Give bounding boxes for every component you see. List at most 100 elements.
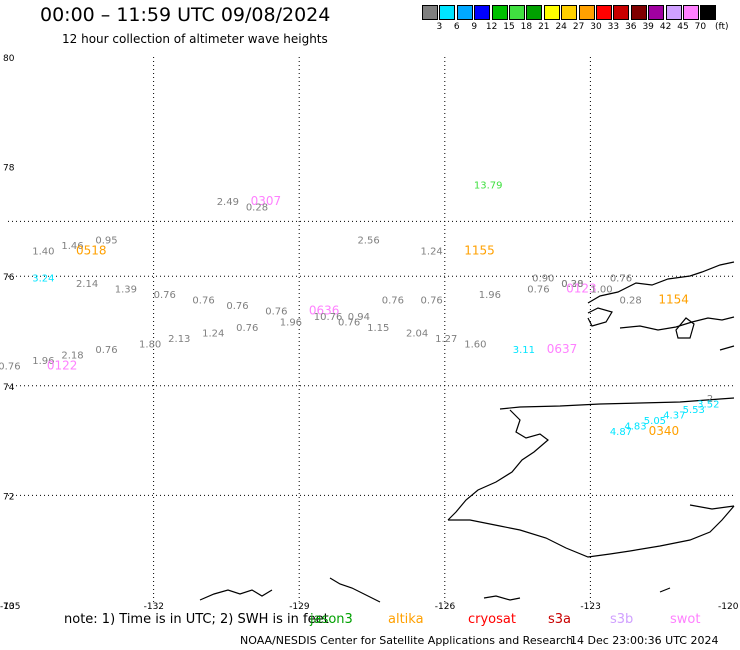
- satellite-cryosat: cryosat: [468, 612, 516, 627]
- colorbar-swatch: [578, 5, 595, 20]
- wave-height-label: 4.83: [624, 422, 646, 433]
- lon-tick-label: -132: [144, 602, 164, 612]
- wave-height-label: 0.28: [620, 296, 642, 307]
- wave-height-label: 0.28: [561, 279, 583, 290]
- colorbar-label: 12: [485, 22, 498, 32]
- colorbar-swatch: [700, 5, 717, 20]
- wave-height-label: 0.95: [95, 235, 117, 246]
- wave-height-label: 1.96: [280, 318, 302, 329]
- coastline-segment: [689, 504, 735, 510]
- wave-height-label: 0.76: [338, 318, 360, 329]
- wave-height-label: 0.76: [0, 361, 21, 372]
- wave-height-label: 0122: [47, 358, 78, 372]
- lat-tick-label: 78: [3, 164, 15, 174]
- colorbar-swatch: [613, 5, 630, 20]
- wave-height-label: 0.76: [265, 307, 287, 318]
- colorbar-swatch: [561, 5, 578, 20]
- credit-line: NOAA/NESDIS Center for Satellite Applica…: [240, 634, 574, 647]
- coastline-segment: [587, 261, 735, 304]
- wave-height-label: 1.24: [202, 328, 224, 339]
- satellite-altika: altika: [388, 612, 424, 627]
- wave-height-label: 1155: [464, 243, 495, 257]
- colorbar-swatch: [491, 5, 508, 20]
- coastline-segment: [199, 589, 273, 601]
- wave-height-label: 3.24: [32, 274, 54, 285]
- wave-height-label: 0.30: [561, 279, 583, 290]
- wave-height-label: 1.24: [421, 246, 443, 257]
- lat-tick-label: 72: [3, 492, 14, 502]
- lon-tick-label: -120: [718, 602, 739, 612]
- wave-height-label: 0.76: [610, 274, 632, 285]
- colorbar-swatch: [630, 5, 647, 20]
- lon-tick-label: -135: [0, 602, 20, 612]
- wave-height-label: 0.76: [236, 323, 258, 334]
- lat-tick-label: 80: [3, 54, 15, 64]
- colorbar-label: 42: [659, 22, 672, 32]
- generation-timestamp: 14 Dec 23:00:36 UTC 2024: [570, 634, 719, 647]
- wave-height-label: 5.53: [683, 405, 705, 416]
- colorbar-label: 39: [642, 22, 654, 32]
- wave-height-label: 1.96: [479, 290, 501, 301]
- wave-height-label: 1.39: [115, 285, 137, 296]
- wave-height-label: 0.90: [532, 274, 554, 285]
- colorbar-label: 21: [538, 22, 550, 32]
- colorbar-unit: (ft): [715, 22, 729, 32]
- wave-height-label: 3.52: [697, 400, 719, 411]
- colorbar-swatch: [648, 5, 665, 20]
- wave-height-label: 2.14: [76, 279, 98, 290]
- lon-tick-label: -126: [435, 602, 456, 612]
- colorbar-swatch: [596, 5, 612, 20]
- coastline-segment: [659, 587, 671, 593]
- wave-height-label: 13.79: [474, 181, 503, 192]
- wave-height-label: 0.94: [348, 312, 370, 323]
- lon-tick-label: -123: [580, 602, 600, 612]
- colorbar-swatch: [456, 5, 473, 20]
- coastline-segment: [483, 595, 521, 601]
- wave-height-label: 0307: [251, 194, 282, 208]
- colorbar-label: 9: [471, 22, 478, 32]
- wave-height-label: 0518: [76, 243, 107, 257]
- wave-height-label: 0.76: [154, 290, 176, 301]
- wave-height-label: 0636: [309, 304, 340, 318]
- coastline-segment: [448, 505, 735, 558]
- satellite-s3b: s3b: [610, 612, 634, 627]
- lat-lon-grid: [8, 57, 736, 605]
- colorbar-label: 45: [677, 22, 689, 32]
- wave-height-label: 2.18: [61, 350, 83, 361]
- colorbar-label: 30: [590, 22, 602, 32]
- wave-height-label: 1.46: [61, 241, 83, 252]
- coastline-segment: [719, 345, 735, 351]
- colorbar-swatch: [509, 5, 525, 20]
- wave-height-label: 2.56: [357, 235, 379, 246]
- wave-height-label: 1.15: [367, 323, 389, 334]
- satellite-swot: swot: [670, 612, 701, 627]
- axis-labels: 80 78 76 74 72 70-135 -132 -129 -126 -123 -120: [0, 54, 739, 612]
- colorbar-label: 24: [555, 22, 567, 32]
- colorbar-swatch: [683, 5, 699, 20]
- coastline-segment: [447, 409, 549, 521]
- wave-height-label: 1154: [658, 293, 689, 307]
- wave-height-label: 0.76: [421, 296, 443, 307]
- wave-height-label: 5.05: [644, 416, 666, 427]
- wave-height-label: 2.13: [168, 334, 190, 345]
- wave-height-label: 0.76: [226, 301, 248, 312]
- colorbar-label: 27: [572, 22, 585, 32]
- lat-tick-label: 70: [3, 602, 15, 612]
- wave-height-label: 0637: [547, 342, 578, 356]
- coastline-segment: [329, 577, 381, 603]
- colorbar-swatch: [474, 5, 491, 20]
- wave-height-label: 4.37: [663, 411, 685, 422]
- wave-height-label: 1.27: [435, 334, 457, 345]
- map-title: 00:00 – 11:59 UTC 09/08/2024: [40, 4, 331, 26]
- colorbar-label: 70: [694, 22, 707, 32]
- wave-height-label: 0123: [566, 282, 597, 296]
- coastline-segment: [675, 317, 695, 339]
- colorbar-swatch: [439, 5, 456, 20]
- footer-note: note: 1) Time is in UTC; 2) SWH is in fe…: [64, 612, 329, 627]
- coastline-segment: [587, 307, 613, 327]
- satellite-jason3: jason3: [310, 612, 353, 627]
- colorbar-label: 3: [436, 22, 443, 32]
- wave-height-label: 0.76: [192, 296, 214, 307]
- colorbar-swatch: [526, 5, 543, 20]
